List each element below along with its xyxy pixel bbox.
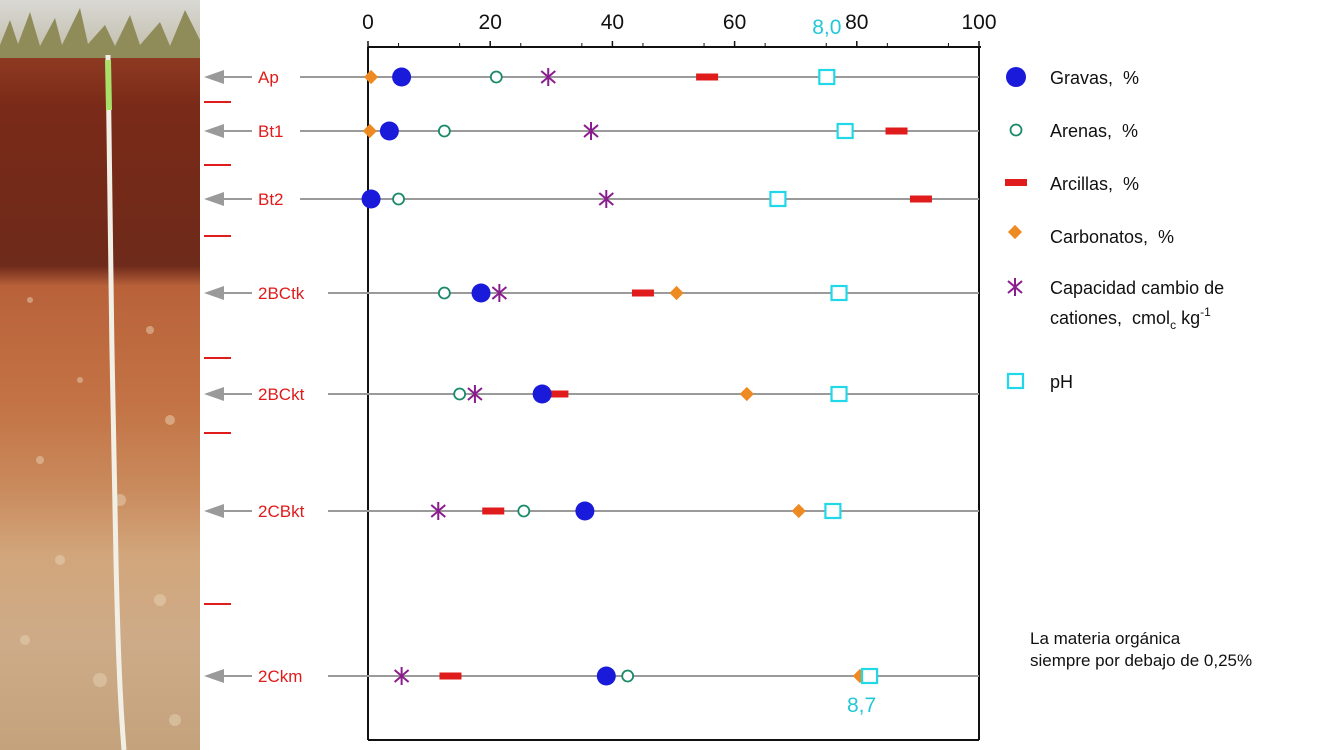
point-filled-circle-2BCkt bbox=[532, 384, 552, 404]
point-asterisk-Bt2 bbox=[598, 190, 614, 208]
note-line-2: siempre por debajo de 0,25% bbox=[1030, 651, 1253, 670]
x-tick-marks bbox=[367, 41, 980, 47]
point-filled-circle-2Ckm bbox=[596, 666, 616, 686]
horizon-label: 2Ckm bbox=[258, 667, 302, 686]
point-filled-circle-2CBkt bbox=[575, 501, 595, 521]
horizon-dividers bbox=[204, 101, 231, 605]
legend-carbonatos-label: Carbonatos, % bbox=[1050, 227, 1174, 247]
point-open-square-Ap bbox=[818, 68, 836, 86]
x-tick-label-60: 60 bbox=[723, 11, 746, 34]
legend-gravas-marker bbox=[1006, 67, 1026, 87]
legend-carbonatos-marker bbox=[1007, 224, 1023, 240]
arrow-head bbox=[204, 70, 224, 84]
horizon-label: Bt1 bbox=[258, 122, 284, 141]
point-diamond-Ap bbox=[363, 69, 379, 85]
point-filled-circle-Ap bbox=[392, 67, 412, 87]
legend-ph-label: pH bbox=[1050, 372, 1073, 392]
point-diamond-2BCkt bbox=[739, 386, 754, 402]
point-dash-2BCtk bbox=[631, 289, 654, 297]
arrow-head bbox=[204, 192, 224, 206]
point-asterisk-2Ckm bbox=[393, 667, 410, 685]
ph-annotation-bottom: 8,7 bbox=[847, 694, 876, 717]
note-line-1: La materia orgánica bbox=[1030, 629, 1181, 648]
asterisk-stroke bbox=[491, 286, 508, 300]
arrow-head bbox=[204, 124, 224, 138]
horizon-row-2CBkt: 2CBkt bbox=[204, 502, 979, 521]
point-open-circle-2Ckm bbox=[621, 669, 635, 683]
arrow-head bbox=[204, 286, 224, 300]
point-asterisk-2BCtk bbox=[491, 284, 508, 302]
point-asterisk-2CBkt bbox=[430, 502, 446, 520]
point-open-square-2CBkt bbox=[824, 502, 842, 520]
point-dash-2CBkt bbox=[482, 507, 505, 515]
point-dash-Ap bbox=[696, 73, 719, 81]
point-asterisk-2BCkt bbox=[467, 385, 483, 403]
organic-matter-note: La materia orgánica siempre por debajo d… bbox=[1030, 628, 1252, 672]
horizon-label: 2BCtk bbox=[258, 284, 305, 303]
point-diamond-2BCtk bbox=[669, 285, 684, 301]
point-diamond-Bt1 bbox=[362, 123, 377, 139]
legend-cic-label-line2: cationes, cmolc kg-1 bbox=[1050, 305, 1211, 332]
asterisk-stroke bbox=[430, 504, 446, 518]
point-open-square-Bt1 bbox=[836, 122, 854, 140]
horizon-label: Ap bbox=[258, 68, 279, 87]
point-open-square-2Ckm bbox=[860, 667, 879, 685]
point-asterisk-Ap bbox=[540, 68, 556, 86]
horizon-row-2BCkt: 2BCkt bbox=[204, 385, 979, 404]
point-open-circle-2BCkt bbox=[453, 387, 467, 401]
legend-cic-marker bbox=[1007, 278, 1023, 296]
horizon-row-Ap: Ap bbox=[204, 68, 979, 87]
horizon-label: Bt2 bbox=[258, 190, 284, 209]
point-open-circle-Ap bbox=[489, 70, 503, 84]
x-tick-label-100: 100 bbox=[961, 11, 996, 34]
ph-annotation-top: 8,0 bbox=[812, 16, 841, 39]
legend-cic-label-line1: Capacidad cambio de bbox=[1050, 278, 1224, 298]
legend: Gravas, % Arenas, % Arcillas, % Carbonat… bbox=[1005, 67, 1224, 392]
legend-ph-marker bbox=[1006, 372, 1025, 390]
point-open-circle-Bt2 bbox=[392, 192, 405, 206]
horizon-label: 2BCkt bbox=[258, 385, 305, 404]
legend-arcillas-marker bbox=[1005, 179, 1027, 186]
asterisk-stroke bbox=[467, 387, 483, 401]
legend-arenas-label: Arenas, % bbox=[1050, 121, 1138, 141]
point-dash-2Ckm bbox=[439, 672, 462, 680]
asterisk-stroke bbox=[540, 70, 556, 84]
arrow-head bbox=[204, 504, 224, 518]
point-filled-circle-Bt1 bbox=[379, 121, 399, 141]
asterisk-stroke bbox=[583, 124, 599, 138]
point-open-circle-2BCtk bbox=[437, 286, 451, 300]
legend-arcillas-label: Arcillas, % bbox=[1050, 174, 1139, 194]
point-dash-Bt1 bbox=[885, 127, 908, 135]
point-filled-circle-2BCtk bbox=[471, 283, 491, 303]
point-open-square-2BCkt bbox=[830, 385, 848, 403]
point-open-circle-2CBkt bbox=[517, 504, 531, 518]
horizon-row-Bt2: Bt2 bbox=[204, 190, 979, 209]
x-tick-label-0: 0 bbox=[362, 11, 374, 34]
soil-profile-photo bbox=[0, 0, 200, 750]
legend-arenas-marker bbox=[1009, 123, 1023, 137]
x-tick-label-80: 80 bbox=[845, 11, 868, 34]
asterisk-stroke bbox=[598, 192, 614, 206]
point-filled-circle-Bt2 bbox=[361, 189, 381, 209]
x-tick-label-20: 20 bbox=[479, 11, 502, 34]
point-asterisk-Bt1 bbox=[583, 122, 599, 140]
horizon-row-Bt1: Bt1 bbox=[204, 122, 979, 141]
arrow-head bbox=[204, 387, 224, 401]
x-tick-labels: 0 20 40 60 80 100 bbox=[362, 11, 996, 34]
point-open-circle-Bt1 bbox=[437, 124, 451, 138]
asterisk-stroke bbox=[393, 669, 410, 683]
arrow-head bbox=[204, 669, 224, 683]
point-open-square-Bt2 bbox=[769, 190, 787, 208]
legend-gravas-label: Gravas, % bbox=[1050, 68, 1139, 88]
point-dash-2BCkt bbox=[546, 390, 569, 398]
point-open-square-2BCtk bbox=[830, 284, 848, 302]
point-dash-Bt2 bbox=[909, 195, 932, 203]
point-diamond-2CBkt bbox=[791, 503, 806, 519]
horizon-row-2BCtk: 2BCtk bbox=[204, 284, 979, 303]
x-tick-label-40: 40 bbox=[601, 11, 624, 34]
horizon-label: 2CBkt bbox=[258, 502, 305, 521]
